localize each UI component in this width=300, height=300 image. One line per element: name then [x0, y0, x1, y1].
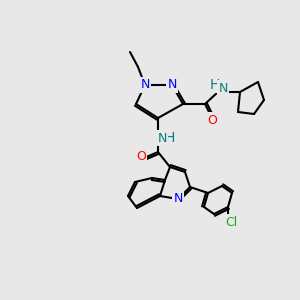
Text: O: O — [136, 151, 146, 164]
Text: Cl: Cl — [225, 215, 237, 229]
Text: O: O — [207, 113, 217, 127]
Text: H: H — [210, 78, 220, 92]
Text: H: H — [165, 131, 175, 145]
Text: N: N — [167, 79, 177, 92]
Text: N: N — [157, 131, 167, 145]
Text: N: N — [218, 82, 228, 94]
Text: N: N — [173, 193, 183, 206]
Text: N: N — [140, 79, 150, 92]
